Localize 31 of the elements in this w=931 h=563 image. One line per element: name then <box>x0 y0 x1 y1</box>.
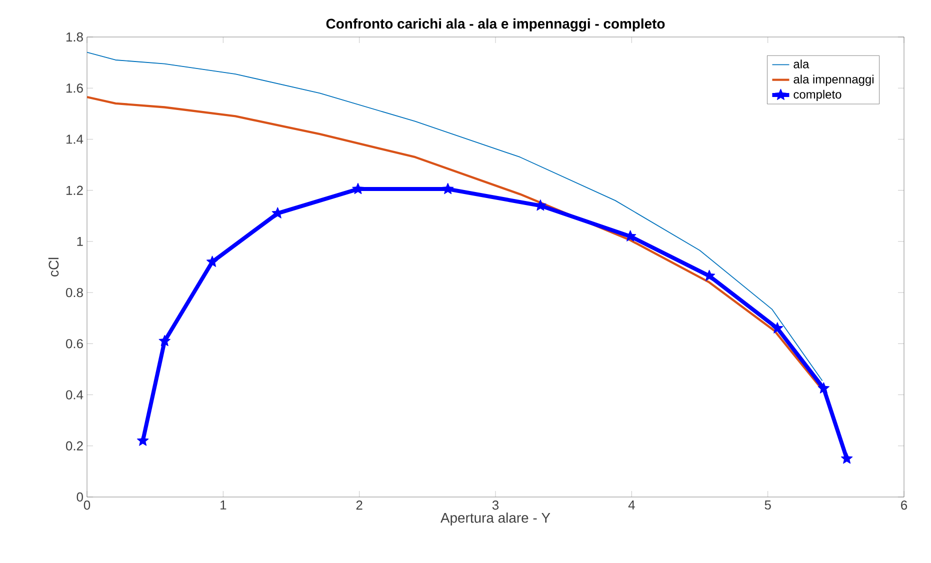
y-tick-label: 0.2 <box>66 441 83 450</box>
point <box>771 322 784 334</box>
point <box>206 256 218 267</box>
x-tick-label: 0 <box>84 500 90 510</box>
y-tick-label: 1.8 <box>66 32 83 42</box>
legend-label: ala <box>794 60 810 68</box>
legend-label: completo <box>794 90 842 102</box>
y-tick-label: 1.4 <box>66 134 84 144</box>
x-tick-label: 5 <box>764 500 771 510</box>
point <box>158 334 171 346</box>
y-tick-label: 1.2 <box>66 186 83 195</box>
point <box>818 382 830 394</box>
point <box>352 182 364 194</box>
y-tick-label: 1.6 <box>66 84 83 93</box>
chart-title: Confronto carichi ala - ala e impennaggi - completo <box>326 18 665 32</box>
x-tick-label: 1 <box>220 500 226 510</box>
point <box>840 452 853 464</box>
y-tick-label: 0.4 <box>66 390 84 400</box>
y-axis-title: cCl <box>48 258 59 276</box>
x-tick-label: 6 <box>901 500 908 510</box>
y-tick-label: 1 <box>77 236 83 246</box>
x-tick-label: 4 <box>628 500 635 510</box>
x-tick-label: 3 <box>492 500 499 510</box>
x-tick-label: 2 <box>356 500 362 510</box>
point <box>136 434 149 446</box>
y-tick-label: 0.8 <box>66 288 83 298</box>
legend-label: ala impennaggi <box>794 74 874 86</box>
y-tick-label: 0.6 <box>66 339 83 348</box>
point <box>442 182 454 194</box>
y-tick-label: 0 <box>76 492 83 502</box>
x-axis-title: Apertura alare - Y <box>440 512 550 526</box>
